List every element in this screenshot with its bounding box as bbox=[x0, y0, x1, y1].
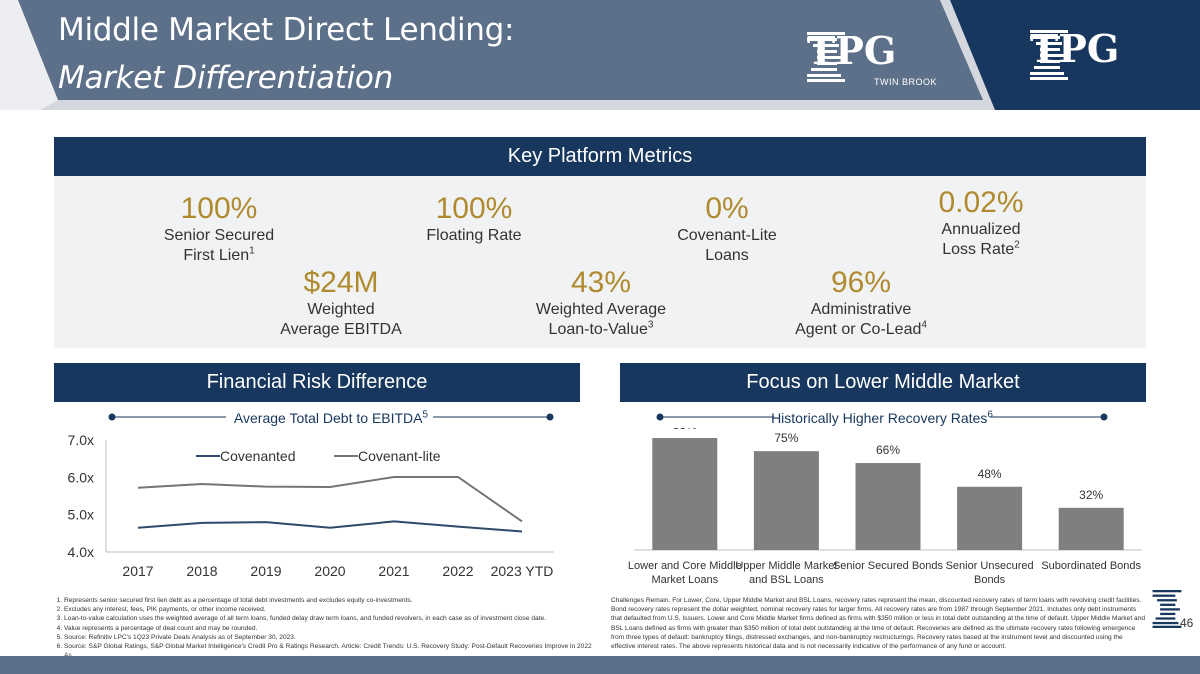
legend-label: Covenant-lite bbox=[358, 448, 441, 464]
footnote-right: Challenges Remain. For Lower, Core, Uppe… bbox=[611, 597, 1145, 651]
metric-value: 0% bbox=[705, 192, 749, 225]
key-metrics-panel: 100% Senior Secured First Lien1 100% Flo… bbox=[54, 176, 1146, 348]
metric-covenant-lite: 0% Covenant-Lite Loans bbox=[617, 192, 837, 266]
x-tick-label: 2022 bbox=[442, 563, 473, 579]
bar-data-label: 66% bbox=[876, 443, 900, 457]
footnote-item: Excludes any interest, fees, PIK payment… bbox=[64, 605, 594, 614]
metric-agent: 96% Administrative Agent or Co-Lead4 bbox=[751, 266, 971, 340]
tpg-mark-icon bbox=[1030, 30, 1068, 80]
page-subtitle: Market Differentiation bbox=[58, 60, 393, 96]
footnote-item: Source: Refinitiv LPC's 1Q23 Private Dea… bbox=[64, 633, 594, 642]
metric-ltv: 43% Weighted Average Loan-to-Value3 bbox=[491, 266, 711, 340]
category-label: and BSL Loans bbox=[749, 574, 824, 586]
financial-risk-subtitle: Average Total Debt to EBITDA5 bbox=[233, 409, 429, 426]
footnote-item: Loan-to-value calculation uses the weigh… bbox=[64, 614, 594, 623]
footnote-item: Represents senior secured first lien deb… bbox=[64, 596, 594, 605]
subtitle-rule bbox=[108, 413, 554, 421]
bar bbox=[1058, 507, 1124, 550]
category-label: Market Loans bbox=[651, 574, 718, 586]
metric-loss-rate: 0.02% Annualized Loss Rate2 bbox=[871, 186, 1091, 260]
x-tick-label: 2020 bbox=[314, 563, 345, 579]
metric-value: 100% bbox=[180, 192, 258, 225]
tpg-mark-icon bbox=[807, 32, 845, 82]
metric-label: Administrative bbox=[810, 301, 912, 318]
page-title: Middle Market Direct Lending: bbox=[58, 12, 515, 48]
bar bbox=[652, 438, 718, 550]
bar-data-label: 75% bbox=[774, 431, 798, 445]
metric-floating-rate: 100% Floating Rate bbox=[364, 192, 584, 246]
x-tick-label: 2019 bbox=[250, 563, 281, 579]
lower-middle-market-header: Focus on Lower Middle Market bbox=[620, 363, 1146, 402]
footnote-list: Represents senior secured first lien deb… bbox=[54, 596, 594, 660]
footnote-item: Value represents a percentage of deal co… bbox=[64, 624, 594, 633]
bar bbox=[957, 486, 1023, 550]
category-label: Upper Middle Market bbox=[735, 560, 837, 572]
legend-label: Covenanted bbox=[220, 448, 296, 464]
footnote-item: Source: S&P Global Ratings, S&P Global M… bbox=[64, 642, 594, 660]
category-label: Senior Secured Bonds bbox=[833, 560, 944, 572]
y-tick-label: 6.0x bbox=[68, 469, 94, 485]
metric-value: 0.02% bbox=[938, 186, 1024, 219]
financial-risk-header: Financial Risk Difference bbox=[54, 363, 580, 402]
series-line-covenant-lite bbox=[137, 475, 523, 523]
metric-label: Annualized bbox=[941, 221, 1021, 238]
metric-label: Floating Rate bbox=[426, 227, 522, 244]
category-label: Lower and Core Middle bbox=[628, 560, 742, 572]
metric-label: First Lien1 bbox=[183, 245, 255, 264]
tpg-logo: TPG bbox=[1030, 30, 1119, 80]
metric-label: Loss Rate2 bbox=[942, 239, 1020, 258]
metric-label: Senior Secured bbox=[163, 227, 275, 244]
bar bbox=[753, 451, 819, 550]
key-metrics-title: Key Platform Metrics bbox=[507, 145, 693, 167]
financial-risk-title: Financial Risk Difference bbox=[206, 371, 428, 393]
bar-data-label: 48% bbox=[978, 467, 1002, 481]
bottom-bar bbox=[0, 656, 1200, 674]
header: Middle Market Direct Lending: Market Dif… bbox=[0, 0, 1200, 110]
metric-value: $24M bbox=[303, 266, 379, 299]
lower-middle-market-subtitle: Historically Higher Recovery Rates6 bbox=[771, 409, 993, 426]
metric-label: Weighted bbox=[307, 301, 375, 318]
metric-label: Weighted Average bbox=[535, 301, 667, 318]
x-tick-label: 2018 bbox=[186, 563, 217, 579]
bar bbox=[855, 463, 921, 550]
subtitle-rule bbox=[656, 413, 1108, 421]
metric-senior-secured: 100% Senior Secured First Lien1 bbox=[109, 192, 329, 266]
bar-data-label: 85% bbox=[673, 428, 697, 432]
metric-ebitda: $24M Weighted Average EBITDA bbox=[231, 266, 451, 340]
recovery-rates-chart: 85% Lower and Core Middle Market Loans 75% U… bbox=[628, 428, 1142, 586]
header-background bbox=[0, 0, 1200, 110]
twin-brook-label: TWIN BROOK bbox=[874, 77, 937, 87]
category-label: Bonds bbox=[974, 574, 1006, 586]
metric-label: Average EBITDA bbox=[280, 321, 402, 338]
metric-label: Agent or Co-Lead4 bbox=[795, 319, 927, 338]
metric-label: Loans bbox=[705, 247, 749, 264]
bar-data-label: 32% bbox=[1079, 488, 1103, 502]
metric-value: 100% bbox=[435, 192, 513, 225]
lower-middle-market-title: Focus on Lower Middle Market bbox=[746, 371, 1020, 393]
tpg-mark-icon bbox=[1152, 590, 1182, 628]
x-tick-label: 2017 bbox=[122, 563, 153, 579]
key-metrics-header: Key Platform Metrics bbox=[54, 137, 1146, 176]
footnotes-left: Represents senior secured first lien deb… bbox=[54, 596, 594, 660]
category-label: Subordinated Bonds bbox=[1041, 560, 1141, 572]
metric-value: 96% bbox=[830, 266, 892, 299]
y-tick-label: 5.0x bbox=[68, 507, 94, 523]
x-tick-label: 2021 bbox=[378, 563, 409, 579]
metric-label: Covenant-Lite bbox=[677, 227, 777, 244]
y-tick-label: 4.0x bbox=[68, 544, 94, 560]
series-line-covenanted bbox=[137, 520, 523, 533]
debt-to-ebitda-chart: 4.0x 5.0x 6.0x 7.0x 2017 2018 2019 2020 2021 2022… bbox=[68, 432, 554, 579]
metric-value: 43% bbox=[570, 266, 632, 299]
x-tick-label: 2023 YTD bbox=[491, 563, 554, 579]
page-number: 46 bbox=[1180, 616, 1194, 630]
y-tick-label: 7.0x bbox=[68, 432, 94, 448]
tpg-twin-brook-logo: TPG bbox=[807, 32, 896, 82]
category-label: Senior Unsecured bbox=[946, 560, 1034, 572]
metric-label: Loan-to-Value3 bbox=[548, 319, 654, 338]
